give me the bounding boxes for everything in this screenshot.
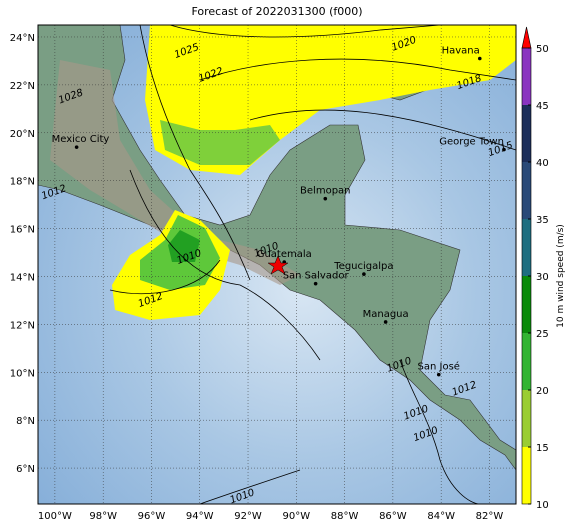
city-dot bbox=[477, 56, 482, 61]
city-label: San Salvador bbox=[283, 271, 350, 282]
y-tick-label: 20°N bbox=[10, 129, 35, 140]
x-tick-label: 96°W bbox=[138, 511, 166, 522]
city-label: Guatemala bbox=[257, 249, 312, 260]
colorbar-tick-label: 25 bbox=[536, 329, 549, 340]
cities: Mexico City Havana George Town Belmopan Guat… bbox=[52, 46, 506, 377]
event-star bbox=[267, 255, 289, 275]
y-tick-label: 6°N bbox=[16, 464, 35, 475]
colorbar-segment bbox=[522, 276, 531, 333]
city-dot bbox=[313, 281, 318, 286]
mountains bbox=[50, 60, 300, 285]
colorbar-tick-label: 45 bbox=[536, 101, 549, 112]
colorbar-tick-label: 10 bbox=[536, 500, 549, 511]
colorbar-tick-label: 20 bbox=[536, 386, 549, 397]
colorbar-segment bbox=[522, 162, 531, 219]
y-tick-label: 16°N bbox=[10, 225, 35, 236]
city-label: Havana bbox=[442, 46, 480, 57]
city-label: Mexico City bbox=[52, 134, 110, 145]
colorbar-tick-label: 50 bbox=[536, 44, 549, 55]
wind-area-south-core bbox=[168, 230, 200, 262]
colorbar-extend bbox=[521, 26, 532, 49]
city-dot bbox=[362, 272, 366, 276]
city-dot bbox=[436, 372, 441, 377]
y-tick-label: 12°N bbox=[10, 320, 35, 331]
city-label: George Town bbox=[439, 137, 504, 148]
colorbar-segment bbox=[522, 105, 531, 162]
axis-ticks: 100°W 98°W 96°W 94°W 92°W 90°W 88°W 86°W 84°W 82°… bbox=[10, 33, 504, 522]
isobars bbox=[109, 25, 516, 504]
x-tick-label: 94°W bbox=[186, 511, 214, 522]
city-dot bbox=[383, 320, 388, 324]
x-tick-label: 84°W bbox=[427, 511, 455, 522]
colorbar-label: 10 m wind speed (m/s) bbox=[556, 224, 566, 328]
colorbar-tick-label: 15 bbox=[536, 443, 549, 454]
map-frame bbox=[37, 24, 517, 505]
city-label: Managua bbox=[363, 309, 409, 320]
colorbar-tick-label: 30 bbox=[536, 272, 549, 283]
x-tick-label: 100°W bbox=[38, 511, 72, 522]
colorbar-segment bbox=[522, 447, 531, 504]
colorbar-tick-label: 35 bbox=[536, 215, 549, 226]
x-tick-label: 92°W bbox=[234, 511, 262, 522]
colorbar-segment bbox=[522, 333, 531, 390]
x-tick-label: 98°W bbox=[89, 511, 117, 522]
city-dot bbox=[502, 147, 506, 152]
map-area: Mexico City Havana George Town Belmopan Guat… bbox=[38, 25, 516, 504]
colorbar: 10 15 20 25 30 35 40 45 50 10 m wind speed (m/s) bbox=[521, 26, 566, 511]
y-tick-label: 10°N bbox=[10, 368, 35, 379]
x-tick-label: 88°W bbox=[331, 511, 359, 522]
colorbar-segment bbox=[522, 48, 531, 105]
graticule bbox=[38, 25, 516, 504]
colorbar-segment bbox=[522, 390, 531, 447]
city-label: Tegucigalpa bbox=[333, 261, 393, 272]
city-dot bbox=[323, 196, 328, 201]
city-dot bbox=[74, 145, 79, 149]
y-tick-label: 8°N bbox=[16, 416, 35, 427]
title: Forecast of 2022031300 (f000) bbox=[191, 5, 362, 18]
y-tick-label: 22°N bbox=[10, 81, 35, 92]
x-tick-label: 90°W bbox=[283, 511, 311, 522]
y-tick-label: 14°N bbox=[10, 272, 35, 283]
y-tick-label: 18°N bbox=[10, 177, 35, 188]
colorbar-segment bbox=[522, 219, 531, 276]
y-tick-label: 24°N bbox=[10, 33, 35, 44]
wind-area-north-green bbox=[160, 120, 280, 165]
x-tick-label: 86°W bbox=[379, 511, 407, 522]
colorbar-tick-label: 40 bbox=[536, 158, 549, 169]
x-tick-label: 82°W bbox=[476, 511, 504, 522]
city-label: Belmopan bbox=[300, 186, 350, 197]
city-label: San José bbox=[418, 361, 460, 373]
